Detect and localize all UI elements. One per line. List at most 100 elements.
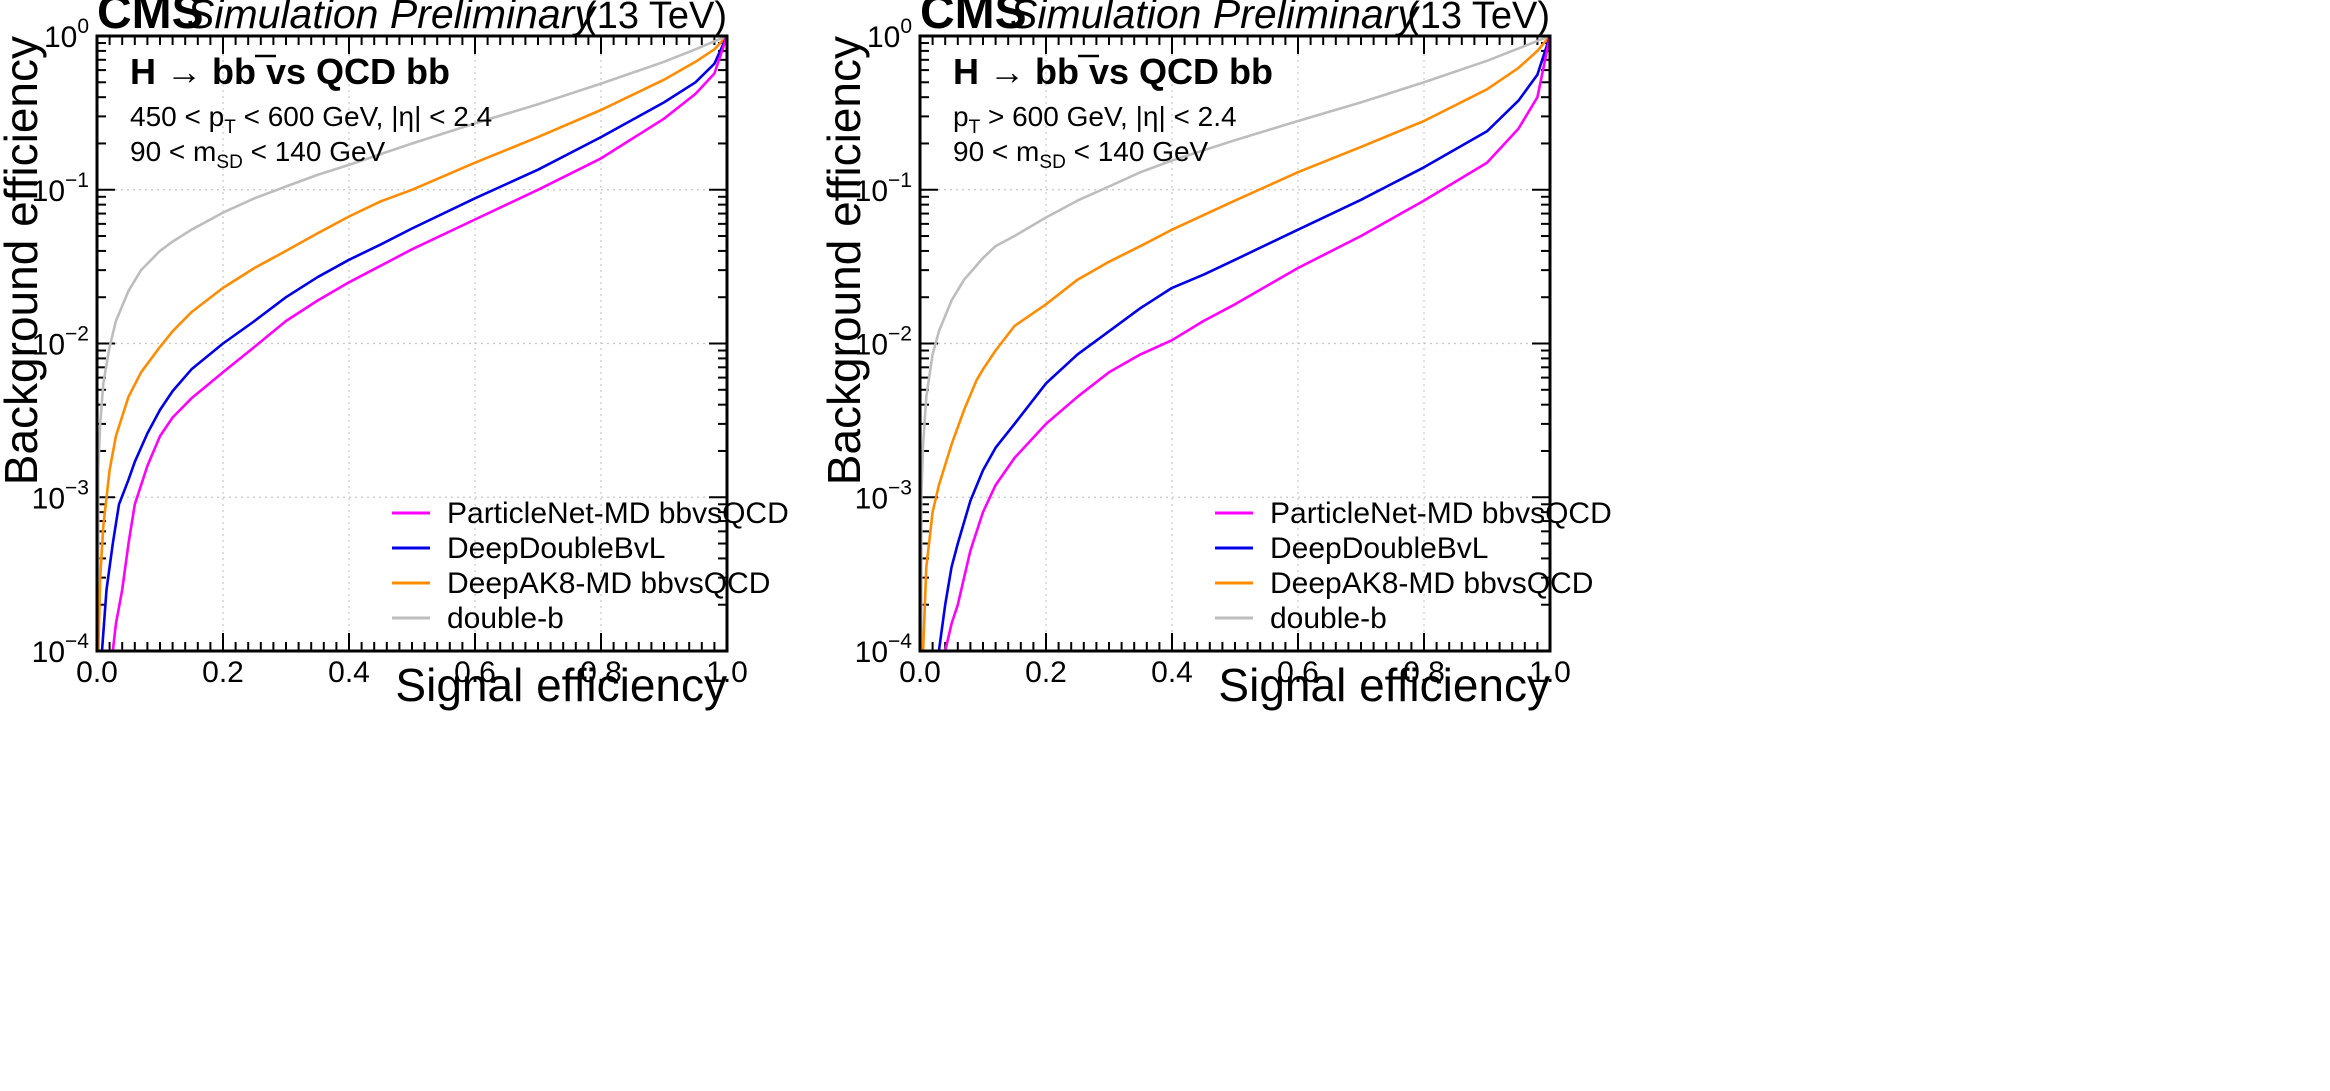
x-tick-label: 0.6 xyxy=(1277,656,1319,689)
series-line-doubleb xyxy=(97,36,727,651)
y-tick-base: 10 xyxy=(32,482,65,515)
process-label: H → bb vs QCD bb xyxy=(130,51,450,92)
x-axis-title: Signal efficiency xyxy=(1218,659,1550,711)
kinematic-cut-1: 450 < pT < 600 GeV, |η| < 2.4 xyxy=(130,101,492,138)
process-label: H → bb vs QCD bb xyxy=(953,51,1273,92)
y-tick-exponent: −4 xyxy=(888,630,912,653)
legend-entry: ParticleNet-MD bbvsQCD xyxy=(1270,497,1612,530)
status-label: Simulation Preliminary xyxy=(187,0,597,37)
legend-entry: ParticleNet-MD bbvsQCD xyxy=(447,497,789,530)
x-tick-label: 1.0 xyxy=(706,656,748,689)
experiment-label: CMS xyxy=(920,0,1027,39)
curves xyxy=(97,36,727,651)
roc-panel-1: 0.0 0.2 0.4 0.6 0.8 1.010010−110−210−310−4Sig… xyxy=(0,0,789,711)
cut-subscript: T xyxy=(224,117,236,138)
cut-subscript: T xyxy=(969,117,981,138)
legend-entry: double-b xyxy=(1270,602,1387,635)
legend-entry: DeepAK8-MD bbvsQCD xyxy=(447,567,770,600)
y-tick-exponent: 0 xyxy=(900,15,912,38)
x-tick-label: 0.2 xyxy=(202,656,244,689)
x-tick-label: 0.0 xyxy=(899,656,941,689)
x-tick-label: 0.4 xyxy=(328,656,370,689)
y-tick-label: 10−4 xyxy=(855,630,913,669)
y-tick-label: 10−2 xyxy=(855,323,912,362)
y-tick-base: 10 xyxy=(855,329,888,362)
y-tick-exponent: −2 xyxy=(65,323,89,346)
y-tick-exponent: −4 xyxy=(65,630,89,653)
cut-text: 90 < m xyxy=(953,136,1039,167)
x-tick-label: 0.8 xyxy=(580,656,622,689)
plot-frame xyxy=(95,34,729,653)
experiment-label: CMS xyxy=(97,0,204,39)
cut-text: 90 < m xyxy=(130,136,216,167)
y-tick-label: 10−1 xyxy=(855,169,912,208)
series-line-deepak8 xyxy=(97,36,727,651)
cut-text: 450 < p xyxy=(130,101,224,132)
process-suffix: vs QCD bb xyxy=(1079,51,1273,92)
x-tick-label: 0.6 xyxy=(454,656,496,689)
y-tick-label: 100 xyxy=(44,15,89,54)
cut-text: p xyxy=(953,101,969,132)
energy-label: (13 TeV) xyxy=(1407,0,1550,37)
legend-entry: DeepAK8-MD bbvsQCD xyxy=(1270,567,1593,600)
series-line-deepdouble xyxy=(100,36,727,651)
x-tick-label: 0.2 xyxy=(1025,656,1067,689)
cut-subscript: SD xyxy=(216,152,242,173)
y-tick-exponent: −3 xyxy=(888,476,912,499)
x-tick-label: 0.4 xyxy=(1151,656,1193,689)
y-tick-base: 10 xyxy=(32,175,65,208)
legend-entry: DeepDoubleBvL xyxy=(1270,532,1488,565)
process-suffix: vs QCD bb xyxy=(256,51,450,92)
y-axis-title: Background efficiency xyxy=(0,36,47,485)
x-tick-labels: 0.0 0.2 0.4 0.6 0.8 1.0 xyxy=(899,656,1571,689)
series-line-particlenet xyxy=(943,36,1550,651)
y-tick-base: 10 xyxy=(44,21,77,54)
y-tick-exponent: −2 xyxy=(888,323,912,346)
x-tick-label: 0.8 xyxy=(1403,656,1445,689)
status-label: Simulation Preliminary xyxy=(1010,0,1420,37)
series-line-doubleb xyxy=(920,36,1550,651)
y-tick-exponent: −3 xyxy=(65,476,89,499)
y-tick-base: 10 xyxy=(855,636,888,669)
cut-text-rest: < 140 GeV xyxy=(243,136,386,167)
y-tick-base: 10 xyxy=(855,175,888,208)
y-tick-exponent: −1 xyxy=(65,169,89,192)
series-line-deepdouble xyxy=(937,36,1550,651)
legend-entry: double-b xyxy=(447,602,564,635)
y-tick-label: 10−3 xyxy=(32,476,89,515)
kinematic-cut-1: pT > 600 GeV, |η| < 2.4 xyxy=(953,101,1237,138)
x-axis-title: Signal efficiency xyxy=(395,659,727,711)
roc-panel-2: 0.0 0.2 0.4 0.6 0.8 1.010010−110−210−310−4Sig… xyxy=(818,0,1612,711)
series-line-deepak8 xyxy=(921,36,1550,651)
y-tick-exponent: 0 xyxy=(77,15,89,38)
y-axis-title: Background efficiency xyxy=(818,36,870,485)
y-tick-label: 100 xyxy=(867,15,912,54)
grid xyxy=(920,36,1550,651)
legend-entry: DeepDoubleBvL xyxy=(447,532,665,565)
y-tick-base: 10 xyxy=(855,482,888,515)
legend: ParticleNet-MD bbvsQCDDeepDoubleBvLDeepA… xyxy=(1215,497,1612,635)
cut-text-rest: < 140 GeV xyxy=(1066,136,1209,167)
y-tick-base: 10 xyxy=(32,636,65,669)
y-tick-label: 10−4 xyxy=(32,630,90,669)
plot-frame xyxy=(918,34,1552,653)
process-main: H → bb xyxy=(953,51,1079,92)
energy-label: (13 TeV) xyxy=(584,0,727,37)
series-line-particlenet xyxy=(111,36,727,651)
y-tick-base: 10 xyxy=(867,21,900,54)
curves xyxy=(920,36,1550,651)
x-tick-label: 0.0 xyxy=(76,656,118,689)
legend: ParticleNet-MD bbvsQCDDeepDoubleBvLDeepA… xyxy=(392,497,789,635)
cut-text-rest: > 600 GeV, |η| < 2.4 xyxy=(980,101,1236,132)
cut-subscript: SD xyxy=(1039,152,1065,173)
kinematic-cut-2: 90 < mSD < 140 GeV xyxy=(953,136,1209,173)
y-tick-label: 10−2 xyxy=(32,323,89,362)
x-tick-label: 1.0 xyxy=(1529,656,1571,689)
y-tick-label: 10−1 xyxy=(32,169,89,208)
process-main: H → bb xyxy=(130,51,256,92)
y-tick-base: 10 xyxy=(32,329,65,362)
